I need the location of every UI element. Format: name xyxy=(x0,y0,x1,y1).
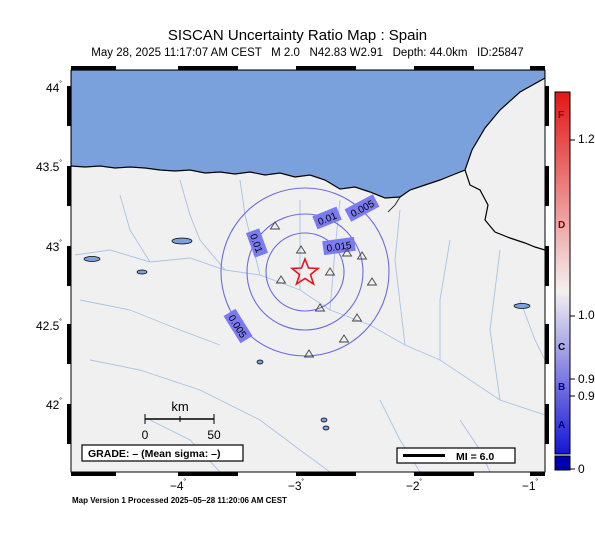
sea-area xyxy=(71,70,545,199)
y-tick-label: 43˚ xyxy=(45,239,62,254)
contour-0.015 xyxy=(265,232,345,312)
map-title: SISCAN Uncertainty Ratio Map : Spain xyxy=(167,27,428,44)
colorbar-tick-label: 0.9 xyxy=(578,372,595,386)
triangle-icon xyxy=(269,221,281,230)
coastline xyxy=(464,169,545,251)
scale-unit: km xyxy=(171,399,188,414)
colorbar-tick-label: 0 xyxy=(578,462,585,476)
colorbar-tick-label: 1.2 xyxy=(578,132,595,146)
y-tick-label: 44˚ xyxy=(45,80,62,95)
border-line xyxy=(387,196,401,213)
colorbar-letter: A xyxy=(558,420,566,431)
y-tick-label: 42.5˚ xyxy=(35,318,62,333)
stations xyxy=(269,221,378,358)
mi-text: MI = 6.0 xyxy=(456,451,494,463)
event-magnitude: M 2.0 xyxy=(271,47,300,59)
colorbar-tick-label: 1.0 xyxy=(578,308,595,322)
scale-min: 0 xyxy=(142,428,149,442)
scale-max: 50 xyxy=(207,428,221,442)
event-date: May 28, 2025 11:17:07 AM CEST xyxy=(91,47,262,59)
triangle-icon xyxy=(338,334,350,343)
star-icon xyxy=(289,256,321,286)
x-tick-label: −2˚ xyxy=(405,478,423,493)
y-tick-label: 42˚ xyxy=(45,397,62,412)
triangle-icon xyxy=(303,349,315,358)
contour-0.01 xyxy=(246,213,364,331)
triangle-icon xyxy=(295,245,307,254)
triangle-icon xyxy=(275,275,287,284)
scale-bar: km 0 50 xyxy=(142,399,221,442)
colorbar xyxy=(554,91,575,471)
triangle-icon xyxy=(314,303,326,312)
mi-legend: MI = 6.0 xyxy=(396,447,516,464)
colorbar-letter: C xyxy=(558,342,566,353)
triangle-icon xyxy=(356,251,368,260)
grade-box: GRADE: – (Mean sigma: –) xyxy=(81,444,244,462)
grade-text: GRADE: – (Mean sigma: –) xyxy=(88,448,220,460)
x-tick-label: −4˚ xyxy=(169,478,187,493)
triangle-icon xyxy=(351,313,363,322)
x-tick-label: −1˚ xyxy=(521,478,539,493)
triangle-icon xyxy=(366,277,378,286)
triangle-icon xyxy=(324,267,336,276)
event-location: N42.83 W2.91 xyxy=(309,47,384,59)
frame-ticks xyxy=(67,66,549,476)
colorbar-letter: F xyxy=(558,110,565,121)
x-tick-label: −3˚ xyxy=(287,478,305,493)
colorbar-letter: D xyxy=(558,220,566,231)
triangle-icon xyxy=(341,248,353,257)
event-depth: Depth: 44.0km xyxy=(392,47,468,59)
y-tick-label: 43.5˚ xyxy=(35,159,62,174)
lakes xyxy=(83,237,531,431)
processing-footer: Map Version 1 Processed 2025–05–28 11:20… xyxy=(72,496,287,505)
map-subtitle: May 28, 2025 11:17:07 AM CEST M 2.0 N42.… xyxy=(0,47,595,59)
colorbar-letter: B xyxy=(558,382,566,393)
event-id: ID:25847 xyxy=(477,47,524,59)
colorbar-tick-label: 0.9 xyxy=(578,389,595,403)
